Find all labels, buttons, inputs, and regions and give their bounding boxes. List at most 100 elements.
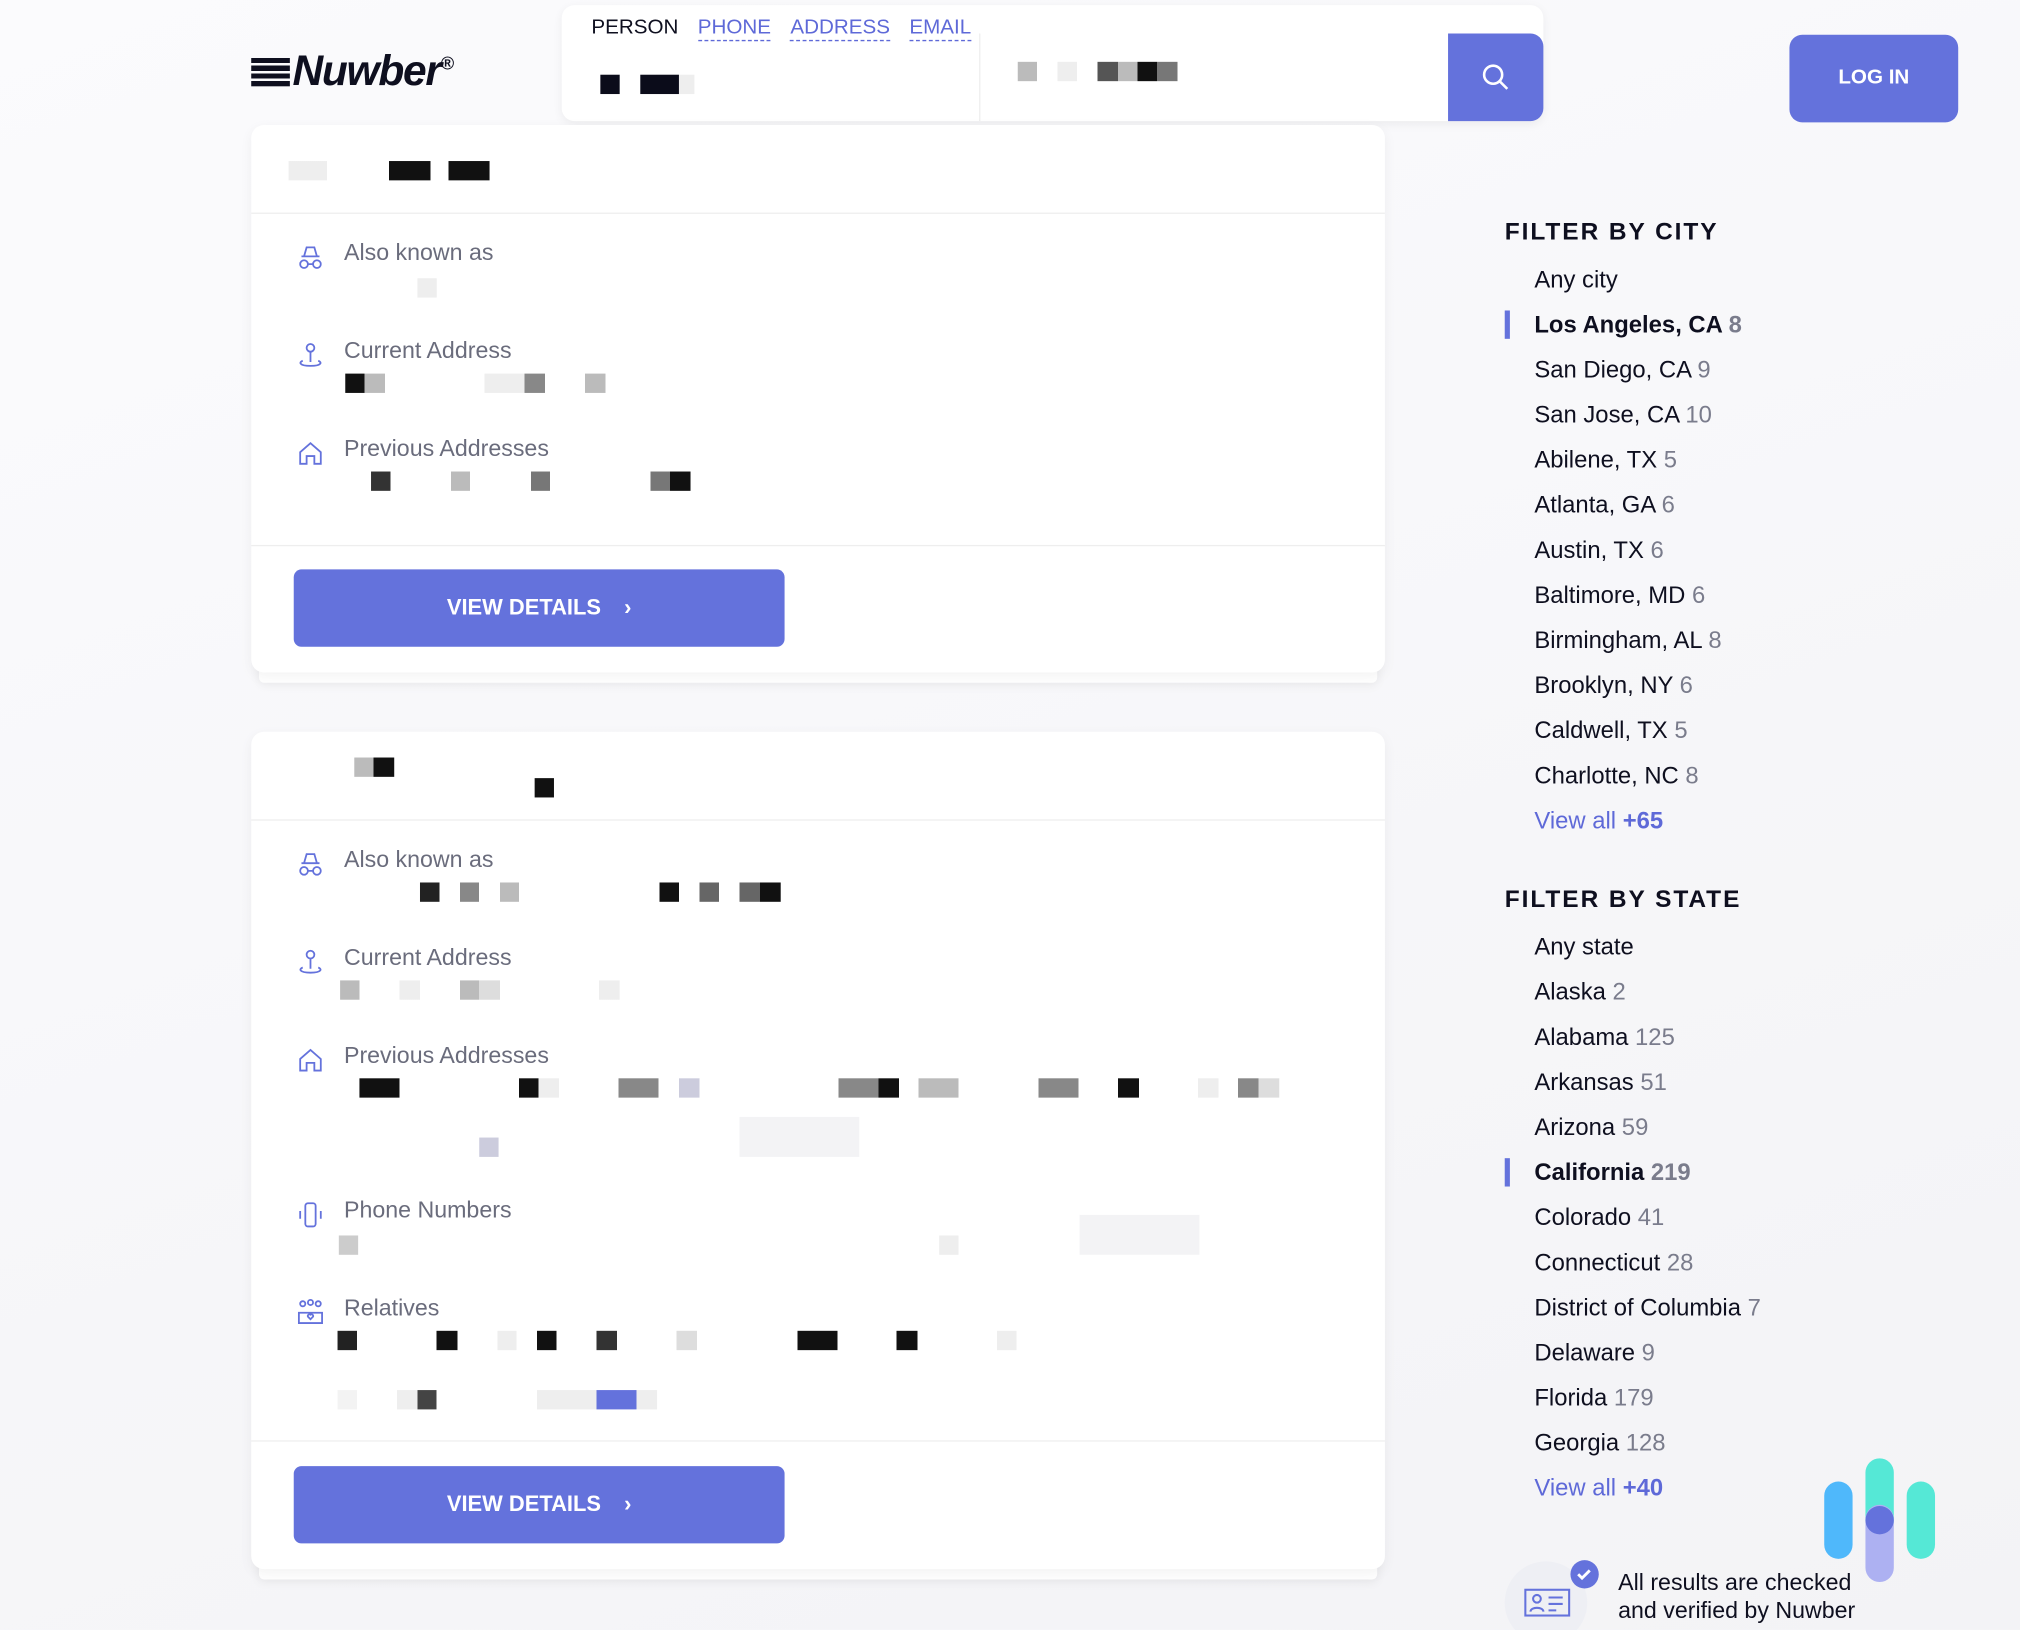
state-filter-item[interactable]: Any state xyxy=(1505,933,1761,978)
tab-email[interactable]: EMAIL xyxy=(909,17,972,42)
search-icon xyxy=(1482,64,1509,90)
phone-icon xyxy=(299,1202,322,1228)
filter-name: Baltimore, MD xyxy=(1534,581,1686,609)
filter-name: District of Columbia xyxy=(1534,1293,1741,1321)
verified-text: All results are checked and verified by … xyxy=(1618,1568,1855,1625)
section-label: Previous Addresses xyxy=(343,435,549,462)
filter-name: Any city xyxy=(1534,265,1618,293)
view-all-label: View all xyxy=(1534,806,1617,834)
tab-person[interactable]: PERSON xyxy=(591,16,679,39)
view-all-count: +40 xyxy=(1622,1473,1664,1501)
previous-addresses-section: Previous Addresses xyxy=(251,435,1385,538)
section-label: Current Address xyxy=(343,944,512,971)
filter-name: Arkansas xyxy=(1534,1068,1634,1096)
filter-count: 2 xyxy=(1612,977,1626,1005)
logo-text: Nuwber xyxy=(292,46,441,95)
state-view-all-link[interactable]: View all +40 xyxy=(1505,1474,1761,1519)
filter-count: 41 xyxy=(1637,1203,1665,1231)
view-details-button[interactable]: VIEW DETAILS › xyxy=(293,569,785,647)
city-filter-item[interactable]: Atlanta, GA 6 xyxy=(1505,491,1742,536)
filter-name: Any state xyxy=(1534,932,1634,960)
logo-reg: ® xyxy=(440,52,454,74)
filter-count: 8 xyxy=(1708,626,1722,654)
name-input-redacted[interactable] xyxy=(600,74,620,95)
filter-name: Colorado xyxy=(1534,1203,1632,1231)
state-filter-item[interactable]: District of Columbia 7 xyxy=(1505,1293,1761,1338)
city-filter-item[interactable]: Baltimore, MD 6 xyxy=(1505,581,1742,626)
city-filter-item[interactable]: San Diego, CA 9 xyxy=(1505,356,1742,401)
location-pin-icon xyxy=(299,949,322,974)
phone-numbers-section: Phone Numbers xyxy=(251,1197,1385,1295)
state-filter-item[interactable]: Alaska 2 xyxy=(1505,978,1761,1023)
city-filter-item[interactable]: Any city xyxy=(1505,265,1742,310)
result-card: Also known as Current Address Previous A… xyxy=(251,731,1385,1570)
button-label: VIEW DETAILS xyxy=(446,1491,601,1517)
name-input-redacted[interactable] xyxy=(640,74,679,95)
tab-address[interactable]: ADDRESS xyxy=(790,17,891,42)
state-filter-item[interactable]: California 219 xyxy=(1504,1158,1761,1203)
filter-count: 6 xyxy=(1691,581,1706,609)
home-icon xyxy=(299,1048,322,1072)
previous-addresses-section: Previous Addresses xyxy=(251,1042,1385,1197)
city-filter-item[interactable]: Abilene, TX 5 xyxy=(1505,446,1742,491)
filter-count: 179 xyxy=(1613,1383,1654,1411)
filter-name: Los Angeles, CA xyxy=(1534,310,1722,338)
state-filter-item[interactable]: Delaware 9 xyxy=(1505,1339,1761,1384)
filter-name: Charlotte, NC xyxy=(1534,761,1679,789)
filter-count: 9 xyxy=(1697,355,1711,383)
filter-by-state: FILTER BY STATE Any state Alaska 2 Alabam… xyxy=(1504,886,1761,1519)
state-filter-item[interactable]: Arkansas 51 xyxy=(1505,1068,1761,1113)
city-filter-item[interactable]: San Jose, CA 10 xyxy=(1505,401,1742,446)
filter-count: 5 xyxy=(1663,445,1678,473)
section-label: Also known as xyxy=(343,846,494,873)
view-details-button[interactable]: VIEW DETAILS › xyxy=(293,1466,785,1544)
check-circle-icon xyxy=(1570,1560,1599,1589)
filter-name: Delaware xyxy=(1534,1338,1636,1366)
location-input-redacted[interactable] xyxy=(1017,61,1178,82)
city-filter-item[interactable]: Charlotte, NC 8 xyxy=(1505,761,1742,806)
login-button[interactable]: LOG IN xyxy=(1789,34,1959,123)
section-label: Current Address xyxy=(343,337,512,364)
state-filter-item[interactable]: Connecticut 28 xyxy=(1505,1248,1761,1293)
state-filter-item[interactable]: Colorado 41 xyxy=(1505,1203,1761,1248)
filter-name: Florida xyxy=(1534,1383,1608,1411)
filter-name: Austin, TX xyxy=(1534,535,1644,563)
city-filter-item[interactable]: Austin, TX 6 xyxy=(1505,536,1742,581)
aka-section: Also known as xyxy=(251,846,1385,944)
city-filter-item[interactable]: Birmingham, AL 8 xyxy=(1505,626,1742,671)
filter-count: 51 xyxy=(1640,1068,1667,1096)
filter-city-title: FILTER BY CITY xyxy=(1504,219,1719,247)
city-filter-item[interactable]: Caldwell, TX 5 xyxy=(1505,716,1742,761)
filter-count: 128 xyxy=(1625,1428,1666,1456)
filter-name: Birmingham, AL xyxy=(1534,626,1702,654)
filter-name: California xyxy=(1534,1158,1645,1186)
state-filter-item[interactable]: Alabama 125 xyxy=(1505,1023,1761,1068)
filter-count: 6 xyxy=(1661,490,1675,518)
filter-state-title: FILTER BY STATE xyxy=(1504,886,1742,914)
id-card-badge xyxy=(1504,1560,1599,1630)
view-all-label: View all xyxy=(1534,1473,1617,1501)
city-filter-item[interactable]: Brooklyn, NY 6 xyxy=(1505,671,1742,716)
aka-section: Also known as xyxy=(251,240,1385,338)
state-filter-item[interactable]: Georgia 128 xyxy=(1505,1429,1761,1474)
filter-count: 10 xyxy=(1685,400,1712,428)
current-address-section: Current Address xyxy=(251,338,1385,436)
state-filter-item[interactable]: Arizona 59 xyxy=(1505,1113,1761,1158)
filter-by-city: FILTER BY CITY Any city Los Angeles, CA … xyxy=(1504,219,1742,852)
city-filter-item[interactable]: Los Angeles, CA 8 xyxy=(1504,310,1742,355)
filter-name: San Diego, CA xyxy=(1534,355,1691,383)
state-filter-item[interactable]: Florida 179 xyxy=(1505,1384,1761,1429)
nuwber-logo[interactable]: Nuwber® xyxy=(251,46,454,95)
filter-count: 28 xyxy=(1666,1248,1694,1276)
verified-line-1: All results are checked xyxy=(1618,1569,1852,1595)
tab-phone[interactable]: PHONE xyxy=(697,17,772,42)
city-view-all-link[interactable]: View all +65 xyxy=(1505,806,1742,851)
section-label: Also known as xyxy=(343,239,494,266)
filter-name: Georgia xyxy=(1534,1428,1620,1456)
filter-name: San Jose, CA xyxy=(1534,400,1679,428)
search-button[interactable] xyxy=(1448,33,1544,122)
relatives-section: Relatives xyxy=(251,1295,1385,1424)
result-card: Also known as Current Address Previous A… xyxy=(251,124,1385,673)
filter-count: 7 xyxy=(1747,1293,1761,1321)
